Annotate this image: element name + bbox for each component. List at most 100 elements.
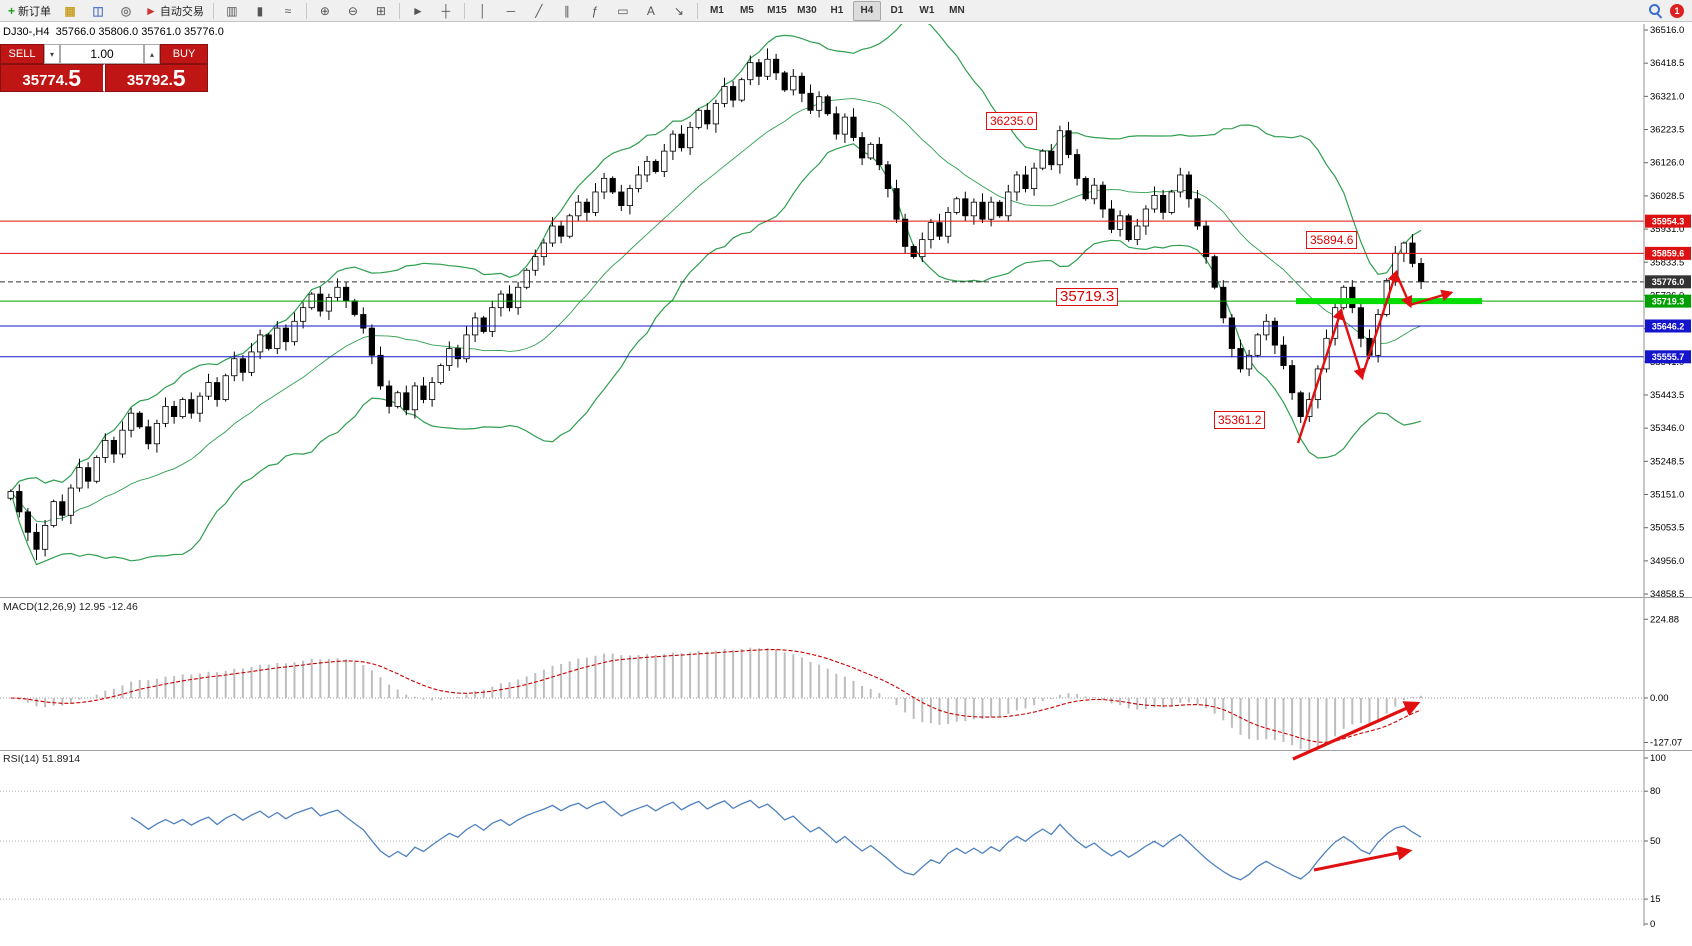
- rsi-indicator-label: RSI(14) 51.8914: [3, 753, 81, 765]
- svg-text:36418.5: 36418.5: [1650, 58, 1684, 69]
- auto-trading-button[interactable]: ► 自动交易: [141, 1, 208, 21]
- search-icon[interactable]: [1648, 3, 1663, 18]
- svg-text:35646.2: 35646.2: [1652, 321, 1685, 331]
- trend-arrow[interactable]: [1296, 307, 1345, 444]
- trend-arrow[interactable]: [1292, 701, 1421, 761]
- timeframe-h4[interactable]: H4: [852, 0, 881, 21]
- candlestick-chart-icon[interactable]: ▮: [256, 3, 264, 18]
- market-depth-icon-glyph: ◫: [92, 3, 104, 18]
- toolbar-separator: [463, 2, 465, 19]
- notification-badge[interactable]: 1: [1670, 3, 1684, 18]
- arrow-tool-icon[interactable]: ↘: [673, 3, 684, 18]
- price-level-badge: [1645, 350, 1691, 364]
- zoom-out-icon[interactable]: ⊖: [347, 3, 358, 18]
- buy-button[interactable]: BUY: [160, 44, 208, 64]
- timeframe-m5[interactable]: M5: [739, 5, 754, 16]
- macd-indicator-label: MACD(12,26,9) 12.95 -12.46: [3, 601, 138, 613]
- sell-price-big-digit: 5: [68, 65, 82, 91]
- svg-text:35248.5: 35248.5: [1650, 456, 1684, 467]
- trend-arrow[interactable]: [1394, 272, 1413, 309]
- buy-price-display[interactable]: 35792. 5: [104, 64, 208, 92]
- svg-text:0: 0: [1650, 919, 1655, 930]
- buy-price-text: 35792.: [126, 72, 173, 89]
- svg-text:36516.0: 36516.0: [1650, 25, 1684, 36]
- chart-window-icon-glyph: ▦: [64, 3, 76, 18]
- svg-text:36126.0: 36126.0: [1650, 158, 1684, 169]
- svg-text:35719.3: 35719.3: [1652, 296, 1685, 306]
- timeframe-w1[interactable]: W1: [919, 5, 935, 16]
- svg-text:15: 15: [1650, 894, 1661, 905]
- svg-text:80: 80: [1650, 786, 1661, 797]
- timeframe-m15[interactable]: M15: [767, 5, 787, 16]
- trend-arrow[interactable]: [1339, 310, 1366, 381]
- price-level-badge: [1645, 319, 1691, 333]
- top-toolbar: + 新订单 ▦ ◫ ◎ ► 自动交易 ▥ ▮ ≈ ⊕ ⊖ ⊞ ► ┼ │ ─ ╱ ∥ ƒ ▭ A ↘ M1 M5 M15 M30 H1…: [0, 0, 1692, 22]
- fibonacci-icon[interactable]: ƒ: [591, 3, 599, 18]
- chart-window-icon[interactable]: ▦: [57, 1, 83, 21]
- price-annotation[interactable]: 36235.0: [986, 112, 1038, 130]
- svg-text:35833.5: 35833.5: [1650, 257, 1684, 268]
- svg-text:35776.0: 35776.0: [1652, 277, 1685, 287]
- ohlc-values: 35766.0 35806.0 35761.0 35776.0: [55, 26, 224, 38]
- svg-text:35931.0: 35931.0: [1650, 224, 1684, 235]
- buy-price-big-digit: 5: [172, 65, 186, 91]
- macd-panel: [0, 647, 1644, 750]
- timeframe-d1[interactable]: D1: [890, 5, 904, 16]
- toolbar-right-group: 1: [1648, 3, 1688, 18]
- trend-arrow[interactable]: [1360, 269, 1400, 378]
- trend-arrow[interactable]: [1409, 289, 1454, 307]
- new-order-glyph: +: [8, 3, 16, 18]
- toolbar-separator: [696, 2, 698, 19]
- cursor-icon[interactable]: ►: [411, 3, 424, 18]
- svg-text:36321.0: 36321.0: [1650, 91, 1684, 102]
- svg-text:35346.0: 35346.0: [1650, 423, 1684, 434]
- zoom-in-icon[interactable]: ⊕: [319, 3, 330, 18]
- chart-canvas[interactable]: 36516.0 36418.5 36321.0 36223.5 36126.0 36028…: [0, 22, 1692, 946]
- price-annotation[interactable]: 35361.2: [1214, 411, 1266, 429]
- tile-windows-icon[interactable]: ⊞: [375, 3, 386, 18]
- bar-chart-icon[interactable]: ▥: [226, 3, 238, 18]
- price-axis: 36516.0 36418.5 36321.0 36223.5 36126.0 36028…: [1644, 25, 1691, 930]
- price-annotation[interactable]: 35894.6: [1306, 231, 1358, 249]
- new-order-button-label: 新订单: [18, 5, 52, 18]
- timeframe-mn[interactable]: MN: [949, 5, 965, 16]
- crosshair-icon[interactable]: ┼: [441, 3, 451, 18]
- support-zone-highlight[interactable]: [1296, 298, 1482, 305]
- volume-increase-button[interactable]: ▴: [144, 44, 160, 64]
- sell-price-display[interactable]: 35774. 5: [0, 64, 105, 92]
- auto-trading-button-label: 自动交易: [159, 5, 204, 18]
- trend-arrows[interactable]: [1292, 269, 1454, 872]
- timeframe-h1[interactable]: H1: [830, 5, 844, 16]
- trend-arrow[interactable]: [1313, 845, 1413, 872]
- market-depth-icon[interactable]: ◫: [85, 1, 111, 21]
- svg-text:36028.5: 36028.5: [1650, 191, 1684, 202]
- auto-trading-glyph: ►: [145, 3, 157, 18]
- one-click-trade-panel: SELL ▾ ▴ BUY 35774.5 35792.5: [0, 44, 208, 92]
- shapes-icon[interactable]: ▭: [617, 3, 629, 18]
- price-annotation[interactable]: 35719.3: [1056, 288, 1119, 306]
- price-level-badge: [1645, 275, 1691, 289]
- svg-text:35555.7: 35555.7: [1652, 352, 1685, 362]
- svg-text:35954.3: 35954.3: [1652, 216, 1685, 226]
- svg-text:35151.0: 35151.0: [1650, 490, 1684, 501]
- channel-icon[interactable]: ∥: [563, 3, 570, 18]
- price-levels: [0, 220, 1644, 358]
- volume-decrease-button[interactable]: ▾: [44, 44, 60, 64]
- text-icon[interactable]: A: [646, 3, 655, 18]
- sell-button[interactable]: SELL: [0, 44, 44, 64]
- toolbar-separator: [305, 2, 307, 19]
- timeframe-m1[interactable]: M1: [709, 5, 724, 16]
- new-order-button[interactable]: + 新订单: [4, 1, 55, 21]
- line-chart-icon[interactable]: ≈: [284, 3, 292, 18]
- volume-input[interactable]: [60, 44, 144, 64]
- trendline-icon[interactable]: ╱: [535, 3, 543, 18]
- vertical-line-icon[interactable]: │: [479, 3, 487, 18]
- svg-text:35053.5: 35053.5: [1650, 523, 1684, 534]
- timeframe-m30[interactable]: M30: [797, 5, 817, 16]
- svg-text:100: 100: [1650, 753, 1666, 764]
- horizontal-line-icon[interactable]: ─: [506, 3, 516, 18]
- signal-icon[interactable]: ◎: [113, 1, 139, 21]
- svg-text:224.88: 224.88: [1650, 614, 1679, 625]
- svg-text:35859.6: 35859.6: [1652, 249, 1685, 259]
- toolbar-separator: [212, 2, 214, 19]
